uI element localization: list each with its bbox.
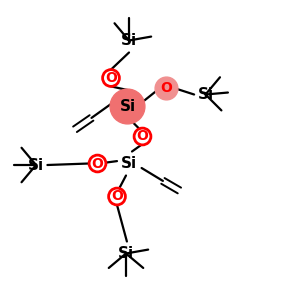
Circle shape xyxy=(155,77,178,100)
Text: O: O xyxy=(105,71,117,85)
Text: Si: Si xyxy=(118,246,134,261)
Text: Si: Si xyxy=(121,156,137,171)
Text: O: O xyxy=(160,82,172,95)
Circle shape xyxy=(109,188,125,205)
Text: Si: Si xyxy=(197,87,214,102)
Text: O: O xyxy=(92,157,104,170)
Circle shape xyxy=(89,155,106,172)
Text: Si: Si xyxy=(119,99,136,114)
Text: O: O xyxy=(111,190,123,203)
Text: Si: Si xyxy=(28,158,44,172)
Text: O: O xyxy=(136,130,148,143)
Text: Si: Si xyxy=(121,33,137,48)
Circle shape xyxy=(134,128,151,145)
Circle shape xyxy=(110,89,145,124)
Circle shape xyxy=(103,70,119,86)
